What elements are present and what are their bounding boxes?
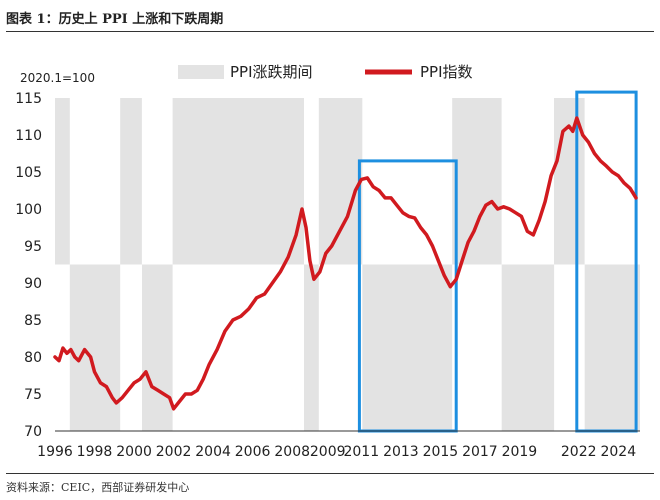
bottom-divider (6, 473, 654, 474)
x-tick-label-2000: 2000 (116, 444, 152, 460)
top-divider (6, 31, 654, 32)
x-tick-label-2015: 2015 (423, 444, 459, 460)
x-tick-label-2009: 2009 (310, 444, 346, 460)
x-tick-label-2011: 2011 (343, 444, 379, 460)
y-tick-label-110: 110 (15, 128, 42, 144)
x-tick-label-2008: 2008 (274, 444, 310, 460)
source-note: 资料来源：CEIC，西部证券研发中心 (6, 481, 190, 494)
x-tick-label-2022: 2022 (561, 444, 597, 460)
y-tick-label-95: 95 (24, 239, 42, 255)
legend: PPI涨跌期间 PPI指数 (178, 63, 473, 81)
y-tick-label-90: 90 (24, 276, 42, 292)
shaded-period-1 (55, 98, 70, 265)
series-line-ppi (53, 116, 638, 411)
figure-title: 图表 1：历史上 PPI 上涨和下跌周期 (6, 12, 224, 27)
y-unit-label: 2020.1=100 (20, 71, 95, 85)
shaded-period-6 (304, 264, 319, 431)
y-tick-label-75: 75 (24, 387, 42, 403)
x-tick-label-2013: 2013 (383, 444, 419, 460)
shaded-period-5 (172, 98, 304, 265)
shaded-period-7 (318, 98, 363, 265)
shaded-period-2 (69, 264, 121, 431)
y-tick-labels: 70 75 80 85 90 95 100 105 110 115 (15, 91, 42, 440)
legend-label-ppi: PPI指数 (420, 63, 473, 81)
x-tick-label-2019: 2019 (502, 444, 538, 460)
legend-swatch-shaded (178, 65, 224, 79)
y-tick-label-105: 105 (15, 165, 42, 181)
y-tick-label-100: 100 (15, 202, 42, 218)
shaded-period-9 (452, 98, 502, 265)
x-tick-label-2017: 2017 (462, 444, 498, 460)
shaded-period-8 (362, 264, 453, 431)
x-tick-label-1998: 1998 (77, 444, 113, 460)
shaded-period-3 (120, 98, 142, 265)
shaded-period-4 (142, 264, 173, 431)
y-tick-label-85: 85 (24, 313, 42, 329)
x-tick-label-2002: 2002 (156, 444, 192, 460)
shaded-period-12 (584, 264, 640, 431)
x-tick-label-2004: 2004 (195, 444, 231, 460)
x-tick-label-2006: 2006 (235, 444, 271, 460)
y-tick-label-115: 115 (15, 91, 42, 107)
y-tick-label-70: 70 (24, 424, 42, 440)
legend-label-shaded: PPI涨跌期间 (230, 63, 313, 81)
y-tick-label-80: 80 (24, 350, 42, 366)
shaded-periods (55, 98, 640, 431)
x-tick-label-1996: 1996 (37, 444, 73, 460)
x-tick-label-2024: 2024 (600, 444, 636, 460)
shaded-period-10 (501, 264, 555, 431)
